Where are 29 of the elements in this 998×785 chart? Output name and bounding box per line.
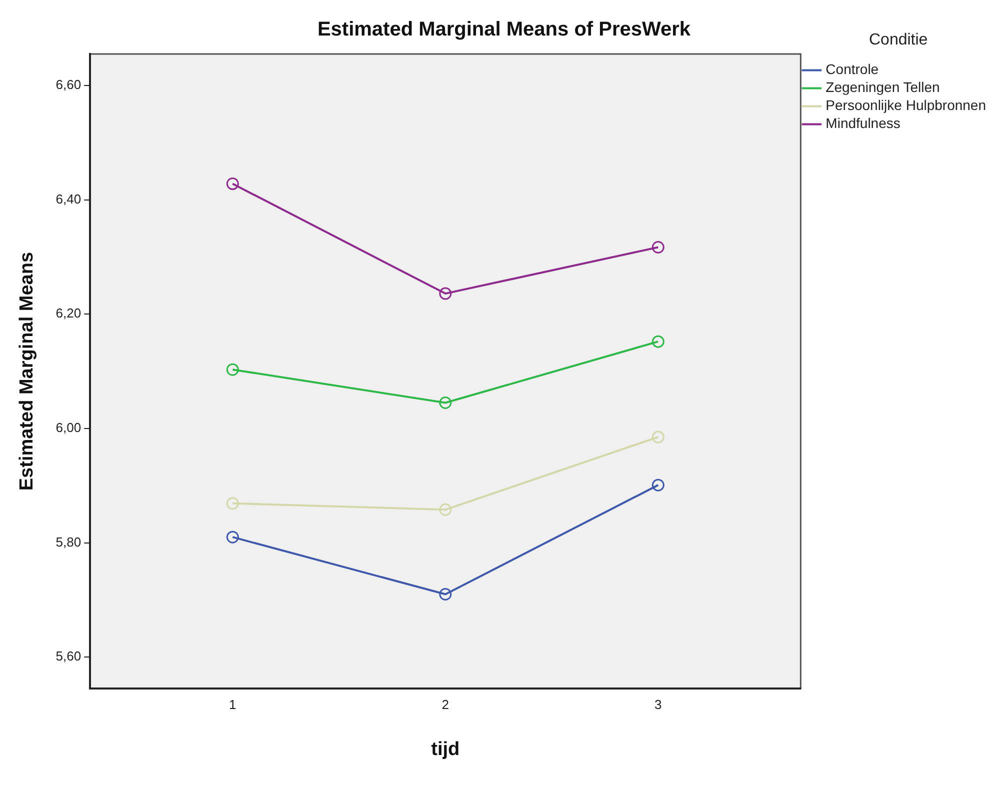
legend-label: Controle [826,61,879,78]
point [226,530,239,544]
point [439,396,452,409]
point [652,240,664,254]
point [226,178,239,190]
point [652,478,664,492]
x-tick-label: 2 [442,696,450,712]
x-axis-title: tijd [431,738,460,760]
legend-title: Conditie [868,31,928,48]
legend-label: Mindfulness [826,115,900,132]
y-tick-label: 6,20 [56,306,82,321]
chart-title: Estimated Marginal Means of PresWerk [317,18,692,41]
y-tick-label: 5,80 [56,534,82,550]
legend-label: Persoonlijke Hulpbronnen [826,97,986,114]
point [439,503,452,516]
point [226,363,239,376]
y-tick-label: 6,40 [56,191,82,206]
point [439,287,452,300]
y-tick-label: 5,60 [56,648,82,664]
y-axis-title: Estimated Marginal Means [16,252,38,491]
x-tick-label: 3 [654,696,662,712]
legend-label: Zegeningen Tellen [826,79,940,96]
y-tick-label: 6,60 [56,77,82,92]
point [226,497,239,510]
y-tick-label: 6,00 [56,420,82,436]
point [652,335,664,348]
point [652,430,664,444]
x-tick-label: 1 [229,696,236,712]
point [439,588,452,601]
